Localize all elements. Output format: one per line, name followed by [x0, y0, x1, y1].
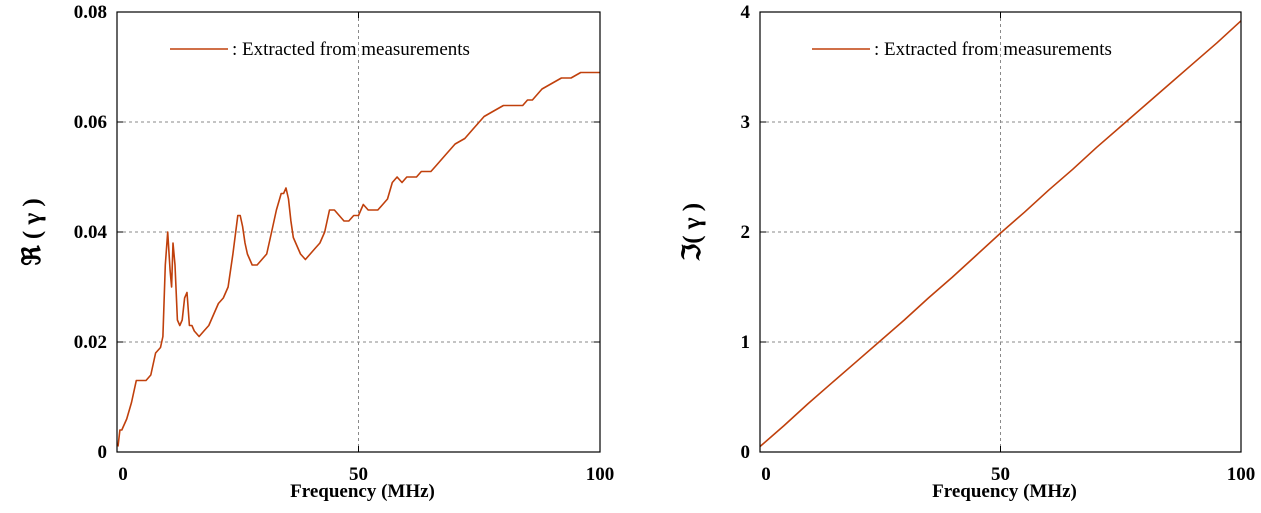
x-tick-label: 100	[1227, 464, 1256, 485]
x-tick-label: 0	[761, 464, 771, 485]
series-line	[117, 71, 600, 447]
y-tick-label: 3	[741, 112, 751, 133]
y-tick-label: 0	[98, 442, 108, 463]
y-axis-label: ℜ ( γ )	[19, 198, 46, 265]
y-tick-label: 2	[741, 222, 751, 243]
chart-panel-real: 0 0.02 0.04 0.06 0.08 0 50 100 Frequency (MHz) ℜ …	[19, 2, 614, 502]
y-tick-label: 0.04	[74, 222, 108, 243]
y-tick-label: 0.08	[74, 2, 107, 23]
x-tick-label: 50	[349, 464, 368, 485]
x-tick-label: 100	[586, 464, 615, 485]
y-tick-label: 0	[741, 442, 751, 463]
y-tick-label: 1	[741, 332, 751, 353]
y-tick-label: 4	[741, 2, 751, 23]
y-tick-label: 0.06	[74, 112, 107, 133]
y-axis-label: ℑ( γ )	[679, 203, 706, 262]
legend-label: : Extracted from measurements	[874, 39, 1112, 60]
legend-label: : Extracted from measurements	[232, 39, 470, 60]
x-axis-label: Frequency (MHz)	[290, 481, 435, 502]
x-axis-label: Frequency (MHz)	[932, 481, 1077, 502]
chart-panel-imag: 0 1 2 3 4 0 50 100 Frequency (MHz) ℑ( γ ) : Extrac…	[679, 2, 1255, 502]
y-tick-label: 0.02	[74, 332, 107, 353]
x-tick-label: 50	[991, 464, 1010, 485]
series-line	[759, 20, 1242, 448]
x-tick-label: 0	[118, 464, 128, 485]
